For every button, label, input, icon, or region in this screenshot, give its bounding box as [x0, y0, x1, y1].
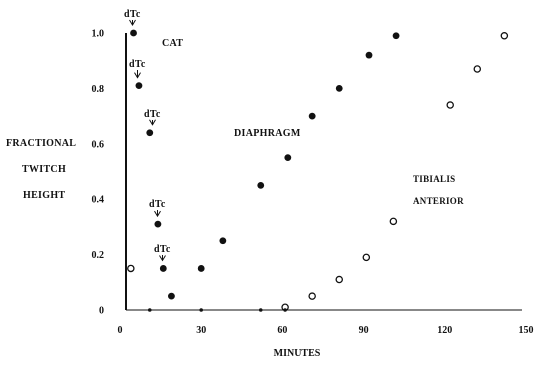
x-tick-label: 30 — [196, 325, 206, 336]
dtc-dose-label: dTc — [149, 199, 166, 210]
y-tick-label: 1.0 — [92, 29, 105, 40]
baseline-point — [147, 308, 152, 312]
annotation-tibialis: TIBIALIS — [413, 174, 455, 184]
y-axis-label-line-3: HEIGHT — [23, 190, 65, 201]
diaphragm-point — [257, 181, 265, 189]
x-tick-label: 90 — [359, 325, 369, 336]
diaphragm-point — [154, 220, 162, 228]
diaphragm-point — [168, 292, 175, 300]
dtc-dose-label: dTc — [154, 244, 171, 255]
baseline-point — [199, 308, 203, 312]
tibialis-anterior-point — [335, 275, 343, 284]
x-axis-label: MINUTES — [274, 348, 321, 359]
annotation-cat: CAT — [162, 38, 183, 49]
annotations: CAT dTc dTc dTc dTc dTc DIAPHRAGM TIBIALIS ANTER… — [124, 9, 464, 262]
x-tick-labels: 0 30 60 90 120 150 — [118, 325, 534, 336]
x-tick-label: 0 — [118, 325, 123, 336]
baseline-point — [283, 308, 287, 312]
x-tick-label: 150 — [519, 325, 534, 336]
baseline-point — [258, 308, 263, 312]
y-axis-label-line-1: FRACTIONAL — [6, 138, 76, 149]
diaphragm-point — [146, 129, 154, 137]
y-tick-labels: 0 0.2 0.4 0.6 0.8 1.0 — [92, 29, 105, 317]
annotation-anterior: ANTERIOR — [413, 196, 464, 206]
diaphragm-point — [335, 85, 343, 92]
dtc-arrow-head — [159, 255, 166, 262]
diaphragm-point — [392, 32, 400, 40]
y-tick-label: 0 — [99, 306, 104, 317]
y-tick-label: 0.2 — [92, 250, 105, 261]
diaphragm-point — [308, 112, 316, 120]
y-tick-label: 0.6 — [92, 139, 105, 150]
diaphragm-point — [284, 154, 292, 162]
dtc-arrow-head — [149, 119, 156, 126]
y-axis-label: FRACTIONAL TWITCH HEIGHT — [6, 138, 76, 201]
dtc-dose-label: dTc — [129, 59, 146, 70]
y-tick-label: 0.4 — [92, 195, 105, 206]
dtc-arrow-head — [154, 210, 161, 218]
diaphragm-point — [197, 265, 205, 272]
dtc-arrow-head — [134, 72, 141, 79]
annotation-diaphragm: DIAPHRAGM — [234, 128, 301, 139]
dtc-dose-label: dTc — [124, 9, 141, 20]
tibialis-anterior-point — [500, 32, 509, 40]
diaphragm-point — [159, 265, 167, 272]
tibialis-anterior-point — [362, 253, 371, 262]
diaphragm-point — [365, 51, 373, 59]
y-tick-label: 0.8 — [92, 84, 105, 95]
diaphragm-point — [130, 29, 137, 37]
tibialis-anterior-point — [308, 292, 316, 300]
tibialis-anterior-point — [446, 101, 454, 109]
diaphragm-point — [135, 82, 143, 90]
tibialis-anterior-point — [389, 217, 398, 226]
data-markers — [127, 29, 509, 312]
dtc-arrow-head — [129, 19, 136, 26]
x-tick-label: 60 — [277, 325, 287, 336]
axes — [125, 33, 522, 311]
tibialis-anterior-point — [127, 264, 135, 273]
x-tick-label: 120 — [437, 325, 452, 336]
dtc-dose-label: dTc — [144, 109, 161, 120]
tibialis-anterior-point — [473, 65, 482, 73]
y-axis-label-line-2: TWITCH — [22, 164, 66, 175]
diaphragm-point — [219, 237, 227, 245]
